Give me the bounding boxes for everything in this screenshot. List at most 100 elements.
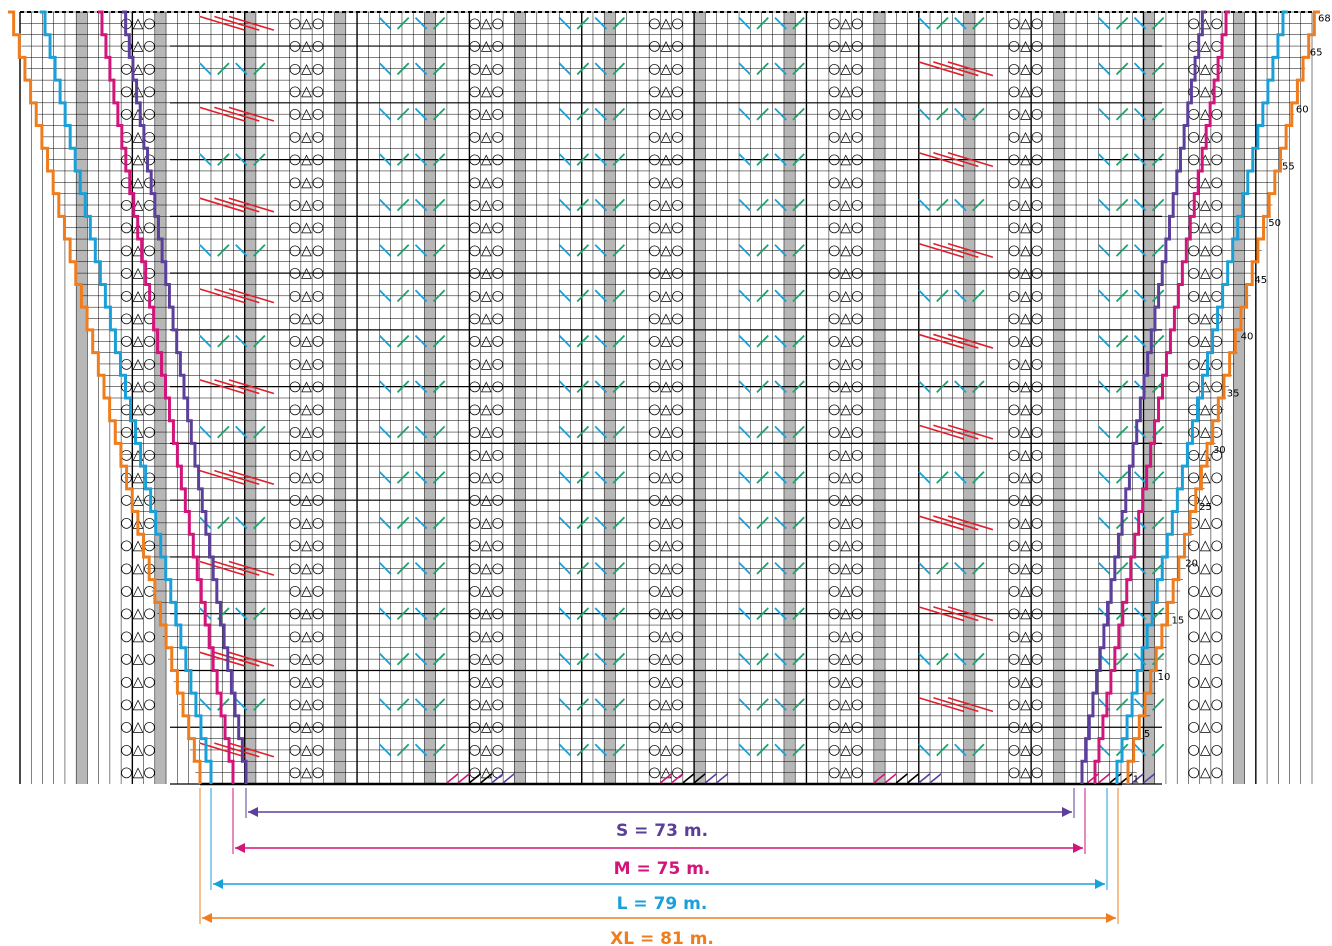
yarn-over-decrease-symbol: ○△○ [828,15,863,31]
yarn-over-decrease-symbol: ○△○ [289,83,324,99]
stitch-slash [253,516,266,530]
yarn-over-decrease-symbol: ○△○ [828,152,863,168]
yarn-over-decrease-symbol: ○△○ [469,129,504,145]
yarn-over-decrease-symbol: ○△○ [469,38,504,54]
yarn-over-decrease-symbol: ○△○ [469,242,504,258]
stitch-slash [378,153,392,166]
stitch-slash [1097,153,1111,166]
row-number: 60 [1296,105,1309,116]
yarn-over-decrease-symbol: ○△○ [289,719,324,735]
yarn-over-decrease-symbol: ○△○ [1008,515,1043,531]
cable-slash-red [947,333,994,349]
size-label-xl: XL = 81 m. [610,929,714,946]
stitch-slash [558,516,572,530]
stitch-slash [774,244,787,257]
stitch-slash [414,334,428,348]
stitch-slash [432,380,446,393]
gray-column [76,12,88,784]
stitch-slash [792,62,805,76]
stitch-slash [594,62,608,76]
stitch-slash [414,471,428,484]
stitch-slash [235,607,248,621]
yarn-over-decrease-symbol: ○△○ [828,83,863,99]
stitch-slash [756,380,769,393]
stitch-slash [576,244,590,257]
cable-slash-red [228,197,275,213]
stitch-slash [738,62,751,76]
stitch-slash [558,561,572,575]
yarn-over-decrease-symbol: ○△○ [289,651,324,667]
yarn-over-decrease-symbol: ○△○ [1008,742,1043,758]
stitch-slash [253,153,266,166]
row-number: 45 [1254,275,1267,286]
stitch-slash [235,153,248,166]
cable-slash-red [199,106,245,122]
stitch-slash [253,244,266,257]
yarn-over-decrease-symbol: ○△○ [648,742,683,758]
stitch-slash [235,698,248,711]
yarn-over-decrease-symbol: ○△○ [120,606,155,622]
yarn-over-decrease-symbol: ○△○ [648,61,683,77]
stitch-slash [1097,561,1111,575]
stitch-slash [396,198,410,212]
yarn-over-decrease-symbol: ○△○ [469,742,504,758]
stitch-slash [756,471,769,484]
stitch-slash [774,289,787,303]
stitch-slash [612,471,626,484]
row-number: 35 [1227,388,1240,399]
stitch-slash [432,743,446,757]
stitch-slash [756,561,769,575]
first-row-slash [671,773,684,784]
stitch-slash [1097,380,1111,393]
stitch-slash [792,198,805,212]
yarn-over-decrease-symbol: ○△○ [828,379,863,395]
stitch-slash [1115,652,1129,666]
yarn-over-decrease-symbol: ○△○ [1188,242,1223,258]
cable-slash-red [918,606,964,622]
yarn-over-decrease-symbol: ○△○ [828,401,863,417]
row-number: 50 [1268,218,1281,229]
stitch-slash [432,471,446,484]
stitch-slash [954,380,967,393]
yarn-over-decrease-symbol: ○△○ [1188,197,1223,213]
stitch-slash [1151,334,1165,348]
stitch-slash [432,516,446,530]
yarn-over-decrease-symbol: ○△○ [1008,106,1043,122]
stitch-slash [414,107,428,121]
stitch-slash [432,698,446,711]
stitch-slash [756,698,769,711]
stitch-slash [414,561,428,575]
stitch-slash [1133,561,1147,575]
yarn-over-decrease-symbol: ○△○ [828,265,863,281]
stitch-slash [378,516,392,530]
yarn-over-decrease-symbol: ○△○ [469,719,504,735]
stitch-slash [1133,244,1147,257]
yarn-over-decrease-symbol: ○△○ [828,515,863,531]
yarn-over-decrease-symbol: ○△○ [828,742,863,758]
stitch-slash [594,334,608,348]
yarn-over-decrease-symbol: ○△○ [648,129,683,145]
stitch-slash [199,62,212,76]
stitch-slash [1115,334,1129,348]
first-row-slash [1098,773,1111,784]
yarn-over-decrease-symbol: ○△○ [648,424,683,440]
stitch-slash [738,425,751,439]
yarn-over-decrease-symbol: ○△○ [1188,265,1223,281]
stitch-slash [414,17,428,30]
stitch-slash [918,17,931,30]
stitch-slash [612,652,626,666]
cable-slash-red [918,515,964,531]
stitch-slash [558,153,572,166]
yarn-over-decrease-symbol: ○△○ [1008,469,1043,485]
yarn-over-decrease-symbol: ○△○ [469,424,504,440]
yarn-over-decrease-symbol: ○△○ [1008,719,1043,735]
stitch-slash [253,607,266,621]
yarn-over-decrease-symbol: ○△○ [120,379,155,395]
stitch-slash [612,698,626,711]
stitch-slash [594,425,608,439]
stitch-slash [396,334,410,348]
stitch-slash [576,198,590,212]
stitch-slash [918,652,931,666]
yarn-over-decrease-symbol: ○△○ [648,38,683,54]
yarn-over-decrease-symbol: ○△○ [289,15,324,31]
